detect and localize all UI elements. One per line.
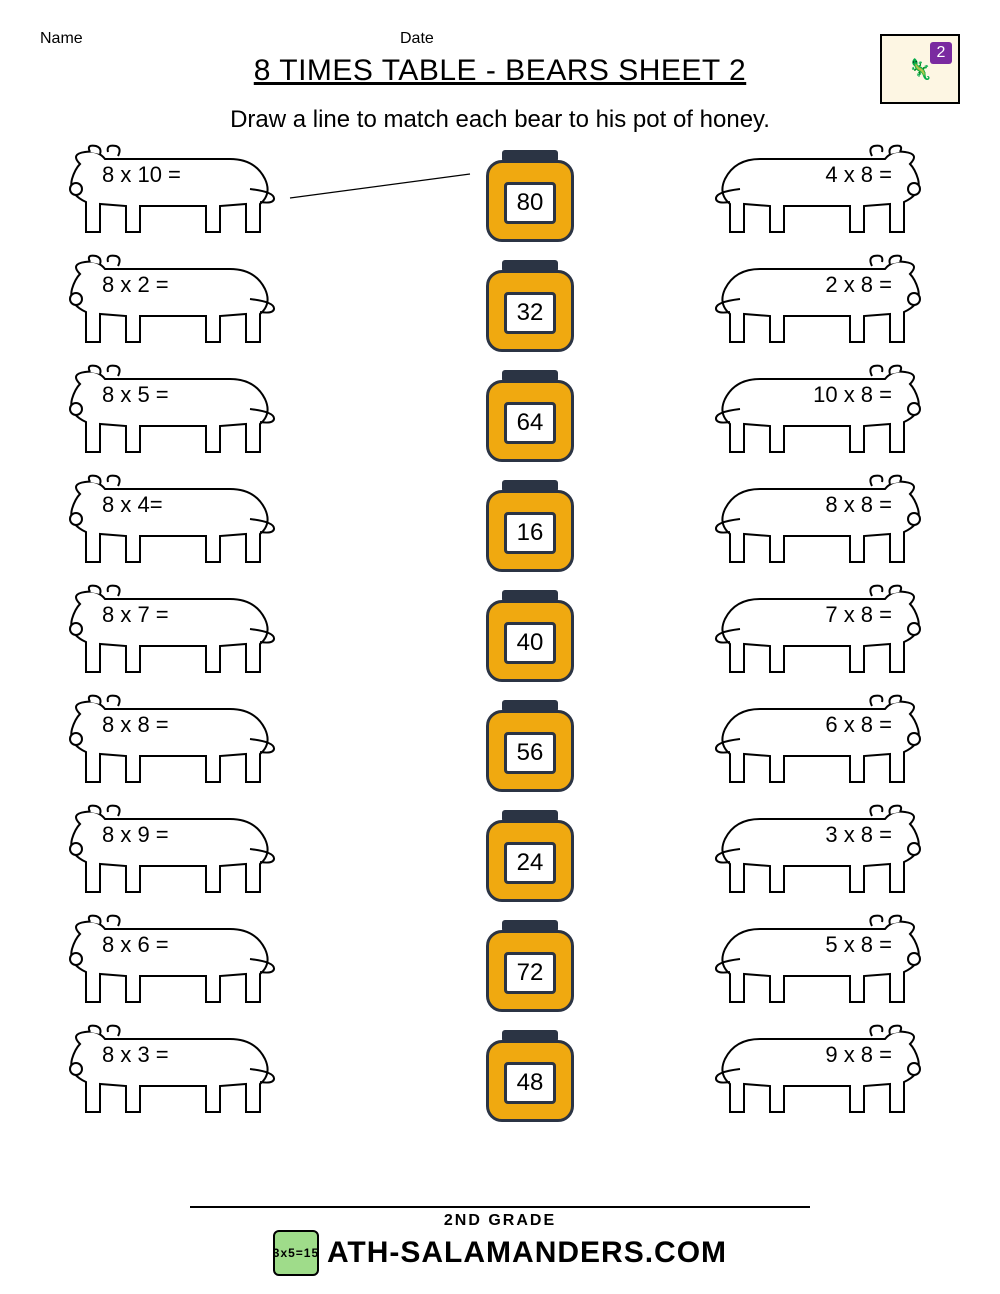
honey-pot: 64 bbox=[482, 370, 578, 464]
bear-right: 3 x 8 = bbox=[710, 804, 940, 902]
bear-expression: 8 x 10 = bbox=[102, 162, 181, 188]
pot-value: 72 bbox=[504, 952, 556, 994]
bear-expression: 8 x 7 = bbox=[102, 602, 169, 628]
instructions: Draw a line to match each bear to his po… bbox=[40, 106, 960, 134]
pot-value: 64 bbox=[504, 402, 556, 444]
bear-expression: 3 x 8 = bbox=[825, 822, 892, 848]
bear-right: 8 x 8 = bbox=[710, 474, 940, 572]
honey-pot: 32 bbox=[482, 260, 578, 354]
right-bear-column: 4 x 8 = 2 x 8 = 10 x 8 = 8 x 8 = 7 x 8 =… bbox=[710, 144, 950, 1122]
bear-expression: 7 x 8 = bbox=[825, 602, 892, 628]
bear-left: 8 x 3 = bbox=[50, 1024, 280, 1122]
bear-expression: 8 x 9 = bbox=[102, 822, 169, 848]
footer: 2ND GRADE 3x5=15 ATH-SALAMANDERS.COM bbox=[0, 1206, 1000, 1276]
header-labels: Name Date bbox=[40, 30, 960, 48]
page-title: 8 TIMES TABLE - BEARS SHEET 2 bbox=[254, 54, 746, 88]
honey-pot: 72 bbox=[482, 920, 578, 1014]
bear-expression: 8 x 8 = bbox=[825, 492, 892, 518]
footer-brand: 3x5=15 ATH-SALAMANDERS.COM bbox=[0, 1230, 1000, 1276]
bear-left: 8 x 4= bbox=[50, 474, 280, 572]
bear-right: 10 x 8 = bbox=[710, 364, 940, 462]
bear-expression: 8 x 2 = bbox=[102, 272, 169, 298]
pot-value: 80 bbox=[504, 182, 556, 224]
bear-left: 8 x 6 = bbox=[50, 914, 280, 1012]
honey-pot: 16 bbox=[482, 480, 578, 574]
badge-number: 2 bbox=[930, 42, 952, 64]
bear-expression: 8 x 6 = bbox=[102, 932, 169, 958]
grade-badge: 2 🦎 bbox=[880, 34, 960, 104]
pot-value: 40 bbox=[504, 622, 556, 664]
honey-pot: 56 bbox=[482, 700, 578, 794]
date-label: Date bbox=[400, 30, 434, 48]
bear-expression: 5 x 8 = bbox=[825, 932, 892, 958]
bear-expression: 2 x 8 = bbox=[825, 272, 892, 298]
bear-left: 8 x 10 = bbox=[50, 144, 280, 242]
bear-left: 8 x 5 = bbox=[50, 364, 280, 462]
bear-expression: 4 x 8 = bbox=[825, 162, 892, 188]
footer-grade: 2ND GRADE bbox=[0, 1212, 1000, 1230]
title-row: 8 TIMES TABLE - BEARS SHEET 2 2 🦎 bbox=[40, 54, 960, 88]
content-area: 8 x 10 = 8 x 2 = 8 x 5 = 8 x 4= 8 x 7 = … bbox=[40, 144, 960, 1144]
bear-expression: 6 x 8 = bbox=[825, 712, 892, 738]
honey-pot: 24 bbox=[482, 810, 578, 904]
pot-value: 16 bbox=[504, 512, 556, 554]
bear-right: 5 x 8 = bbox=[710, 914, 940, 1012]
bear-expression: 8 x 3 = bbox=[102, 1042, 169, 1068]
honey-pot: 48 bbox=[482, 1030, 578, 1124]
honey-pot: 40 bbox=[482, 590, 578, 684]
pot-value: 24 bbox=[504, 842, 556, 884]
pot-value: 32 bbox=[504, 292, 556, 334]
bear-expression: 8 x 8 = bbox=[102, 712, 169, 738]
bear-expression: 10 x 8 = bbox=[813, 382, 892, 408]
name-label: Name bbox=[40, 30, 400, 48]
bear-left: 8 x 7 = bbox=[50, 584, 280, 682]
bear-left: 8 x 2 = bbox=[50, 254, 280, 352]
bear-right: 4 x 8 = bbox=[710, 144, 940, 242]
salamander-icon: 3x5=15 bbox=[273, 1230, 319, 1276]
bear-left: 8 x 9 = bbox=[50, 804, 280, 902]
bear-right: 9 x 8 = bbox=[710, 1024, 940, 1122]
bear-right: 6 x 8 = bbox=[710, 694, 940, 792]
pot-value: 56 bbox=[504, 732, 556, 774]
bear-right: 7 x 8 = bbox=[710, 584, 940, 682]
left-bear-column: 8 x 10 = 8 x 2 = 8 x 5 = 8 x 4= 8 x 7 = … bbox=[50, 144, 290, 1122]
honey-pot: 80 bbox=[482, 150, 578, 244]
bear-expression: 8 x 5 = bbox=[102, 382, 169, 408]
worksheet-page: Name Date 8 TIMES TABLE - BEARS SHEET 2 … bbox=[0, 0, 1000, 1164]
pot-value: 48 bbox=[504, 1062, 556, 1104]
footer-brand-text: ATH-SALAMANDERS.COM bbox=[327, 1236, 727, 1270]
bear-expression: 8 x 4= bbox=[102, 492, 163, 518]
footer-divider bbox=[190, 1206, 810, 1208]
honey-pot-column: 80 32 64 16 40 56 bbox=[470, 144, 590, 1124]
bear-left: 8 x 8 = bbox=[50, 694, 280, 792]
bear-expression: 9 x 8 = bbox=[825, 1042, 892, 1068]
bear-right: 2 x 8 = bbox=[710, 254, 940, 352]
